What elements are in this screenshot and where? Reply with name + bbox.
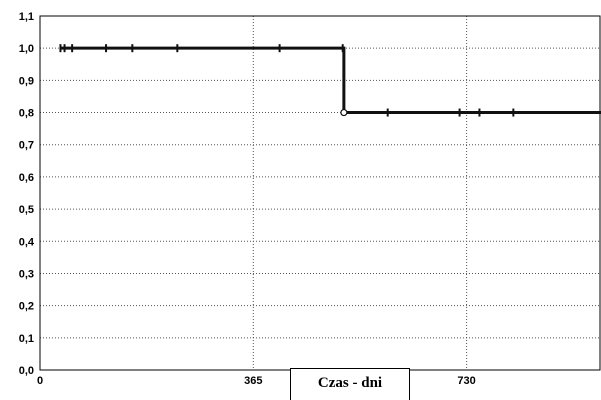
x-tick-label: 0 — [37, 375, 43, 387]
grid-lines — [40, 15, 601, 370]
y-tick-label: 0,1 — [19, 333, 34, 345]
x-axis-label-box: Czas - dni — [290, 368, 410, 400]
y-tick-label: 0,7 — [19, 140, 34, 152]
y-tick-label: 0,0 — [19, 365, 34, 377]
y-tick-label: 1,0 — [19, 43, 34, 55]
y-tick-label: 0,6 — [19, 172, 34, 184]
y-tick-label: 0,9 — [19, 75, 34, 87]
y-tick-label: 0,5 — [19, 204, 34, 216]
plot-frame — [39, 15, 601, 371]
survival-step-line — [60, 46, 601, 115]
y-tick-label: 0,2 — [19, 301, 34, 313]
x-axis-label: Czas - dni — [317, 375, 383, 391]
y-axis-ticks: 0,0 0,1 0,2 0,3 0,4 0,5 0,6 0,7 0,8 0,9 1,0 1,1 — [19, 11, 35, 377]
y-tick-label: 0,4 — [19, 236, 35, 248]
event-point — [340, 108, 348, 117]
y-tick-label: 1,1 — [19, 11, 34, 23]
x-tick-label: 365 — [244, 375, 262, 387]
y-tick-label: 0,8 — [19, 108, 34, 120]
x-axis-ticks: 0 365 730 — [37, 375, 476, 387]
survival-series — [59, 44, 601, 117]
y-tick-label: 0,3 — [19, 268, 34, 280]
x-tick-label: 730 — [457, 375, 475, 387]
